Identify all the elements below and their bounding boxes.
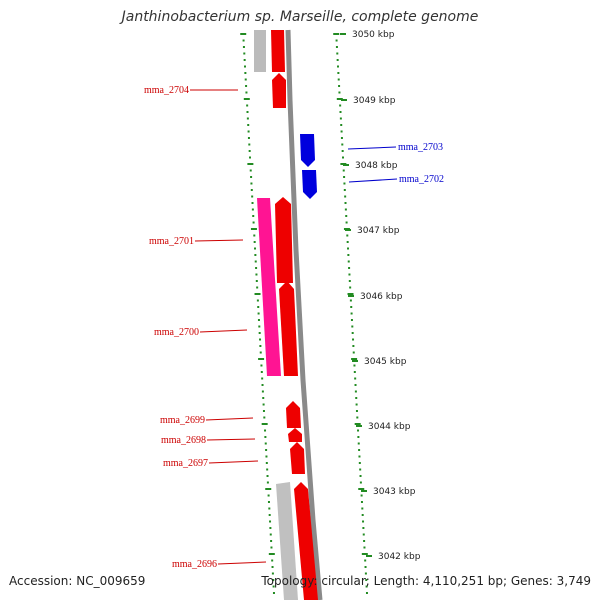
gene-label[interactable]: mma_2696: [172, 559, 217, 570]
label-leader: [194, 239, 244, 242]
scale-label: 3043 kbp: [373, 487, 416, 497]
scale-labels: 3050 kbp 3049 kbp 3048 kbp 3047 kbp 3046 kbp…: [340, 30, 421, 562]
label-leader: [208, 460, 259, 464]
forward-gene-labels: mma_2704 mma_2701 mma_2700 mma_2699 mma_2698…: [144, 85, 267, 570]
scale-label: 3045 kbp: [364, 357, 407, 367]
accession-text: Accession: NC_009659: [9, 574, 146, 588]
scale-label: 3050 kbp: [352, 30, 395, 40]
gene-label[interactable]: mma_2702: [399, 174, 444, 185]
gene-mma-2703[interactable]: [300, 134, 315, 167]
gene-label[interactable]: mma_2699: [160, 415, 205, 426]
map-title: Janthinobacterium sp. Marseille, complet…: [121, 9, 479, 25]
gene-mma-2701[interactable]: [275, 197, 293, 283]
gene-top-partial[interactable]: [271, 30, 285, 72]
gene-2701-second[interactable]: [279, 281, 298, 376]
gene-mma-2699[interactable]: [286, 401, 301, 428]
gene-mma-2704[interactable]: [272, 73, 286, 108]
label-leader: [199, 329, 248, 333]
label-leader: [205, 417, 254, 421]
label-leader: [348, 178, 398, 183]
label-leader: [347, 146, 397, 150]
gene-mma-2698[interactable]: [288, 428, 302, 442]
genome-backbone: [285, 29, 323, 600]
gene-mma-2697[interactable]: [290, 442, 305, 474]
scale-label: 3046 kbp: [360, 292, 403, 302]
gene-label[interactable]: mma_2704: [144, 85, 189, 96]
right-tick-marks: [333, 33, 368, 594]
scale-label: 3044 kbp: [368, 422, 411, 432]
gene-mma-2696[interactable]: [294, 482, 318, 600]
feature-gray-top[interactable]: [254, 30, 266, 72]
gene-label[interactable]: mma_2700: [154, 327, 199, 338]
feature-gray-bottom[interactable]: [276, 482, 298, 600]
gene-label[interactable]: mma_2701: [149, 236, 194, 247]
gene-mma-2702[interactable]: [302, 170, 317, 199]
scale-label: 3049 kbp: [353, 96, 396, 106]
gene-label[interactable]: mma_2703: [398, 142, 443, 153]
gene-label[interactable]: mma_2697: [163, 458, 208, 469]
label-leader: [217, 561, 267, 565]
gene-label[interactable]: mma_2698: [161, 435, 206, 446]
label-leader: [206, 438, 256, 441]
scale-label: 3047 kbp: [357, 226, 400, 236]
left-tick-marks: [240, 33, 275, 594]
gene-mma-2700-rna[interactable]: [257, 198, 281, 376]
genome-summary: Topology: circular; Length: 4,110,251 bp…: [261, 574, 591, 588]
reverse-gene-labels: mma_2703 mma_2702: [347, 142, 444, 185]
scale-label: 3042 kbp: [378, 552, 421, 562]
scale-label: 3048 kbp: [355, 161, 398, 171]
